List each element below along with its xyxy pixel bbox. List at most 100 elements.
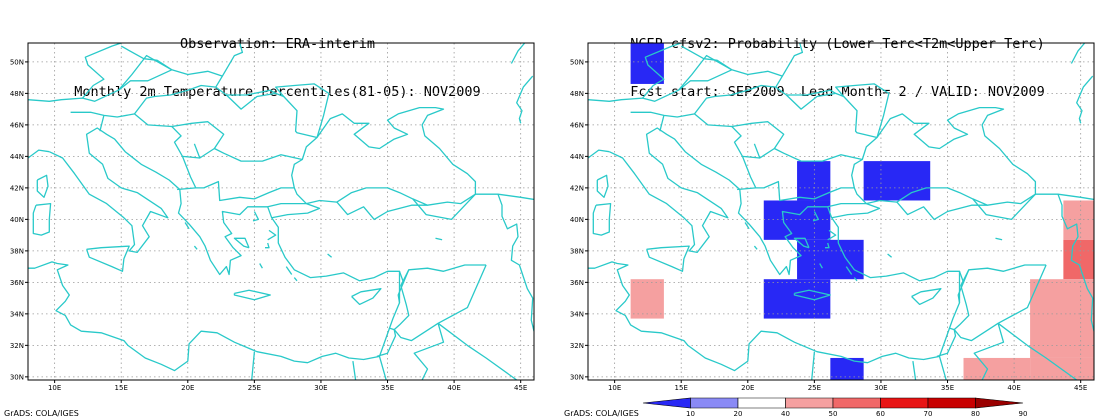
lat-tick-label-50: 50N xyxy=(570,58,584,66)
colorbar-segment-5 xyxy=(880,397,929,409)
coastline-7 xyxy=(267,202,321,219)
left-map-area xyxy=(28,43,534,380)
coastline-21 xyxy=(28,69,224,102)
coastline-16 xyxy=(182,147,303,162)
right-panel-title: NCEP cfsv2: Probability (Lower Terc<T2m<… xyxy=(580,4,1095,116)
lon-tick-label-25: 25E xyxy=(808,384,821,392)
coastline-0 xyxy=(28,127,401,372)
coastline-22 xyxy=(781,43,804,77)
lat-tick-label-40: 40N xyxy=(10,216,24,224)
coastline-12 xyxy=(1102,98,1120,268)
lon-tick-label-20: 20E xyxy=(741,384,754,392)
coastline-24 xyxy=(678,54,733,91)
lon-tick-label-15: 15E xyxy=(675,384,688,392)
lon-tick-label-35: 35E xyxy=(941,384,954,392)
coastline-26 xyxy=(896,201,988,221)
coastline-16 xyxy=(742,147,863,162)
lat-tick-label-40: 40N xyxy=(570,216,584,224)
lat-tick-label-36: 36N xyxy=(10,279,24,287)
lat-tick-label-50: 50N xyxy=(10,58,24,66)
lat-tick-label-48: 48N xyxy=(570,90,584,98)
coastline-31 xyxy=(997,322,1078,380)
coastline-42 xyxy=(827,229,837,241)
lon-tick-label-25: 25E xyxy=(248,384,261,392)
coastline-14 xyxy=(516,75,534,124)
coastline-5 xyxy=(793,289,831,301)
colorbar-label-20: 20 xyxy=(734,410,743,418)
right-title-line-2: Fcst start: SEP2009 Lead Month= 2 / VALI… xyxy=(630,84,1045,100)
coastline-20 xyxy=(835,83,890,138)
coastline-19 xyxy=(785,92,836,110)
lon-tick-label-15: 15E xyxy=(115,384,128,392)
left-footer: GrADS: COLA/IGES xyxy=(4,409,79,418)
coastline-11 xyxy=(912,361,917,380)
coastline-17 xyxy=(171,121,225,149)
coastline-33 xyxy=(393,264,487,342)
probability-cell-5 xyxy=(763,279,831,319)
coastline-14 xyxy=(1076,75,1094,124)
colorbar-label-80: 80 xyxy=(971,410,980,418)
coastline-41 xyxy=(812,211,820,222)
coastline-34 xyxy=(953,269,970,331)
coastline-32 xyxy=(973,323,1005,380)
coastline-29 xyxy=(1057,193,1094,332)
left-title-line-2: Monthly 2m Temperature Percentiles(81-05… xyxy=(74,84,481,100)
coastline-8 xyxy=(291,106,477,206)
right-map-panel: 10E 15E 20E 25E 30E 35E 40E 45E 30N 32N 34N 36N 38N 4… xyxy=(570,42,1120,418)
lat-tick-label-46: 46N xyxy=(570,121,584,129)
coastline-18 xyxy=(693,84,878,139)
coastline-13 xyxy=(510,43,526,64)
lat-tick-label-32: 32N xyxy=(570,342,584,350)
colorbar-label-10: 10 xyxy=(686,410,695,418)
lon-tick-label-45: 45E xyxy=(514,384,527,392)
colorbar-segment-6 xyxy=(927,397,976,409)
coastline-24 xyxy=(118,54,173,91)
coastline-8 xyxy=(851,106,1037,206)
probability-cell-6 xyxy=(830,357,864,380)
coastline-2 xyxy=(32,202,52,236)
lat-tick-label-48: 48N xyxy=(10,90,24,98)
coastline-26 xyxy=(336,201,428,221)
coastline-45 xyxy=(184,222,190,230)
coastline-22 xyxy=(221,43,244,77)
lat-tick-label-30: 30N xyxy=(570,373,584,381)
lon-tick-label-30: 30E xyxy=(874,384,887,392)
lat-tick-label-42: 42N xyxy=(10,184,24,192)
colorbar-segment-3 xyxy=(785,397,834,409)
colorbar-label-60: 60 xyxy=(876,410,885,418)
probability-cell-9 xyxy=(1063,239,1094,280)
probability-cell-11 xyxy=(963,357,1031,380)
coastline-21 xyxy=(588,69,784,102)
coastline-23 xyxy=(82,43,122,99)
coastline-40 xyxy=(99,115,105,132)
lat-tick-label-46: 46N xyxy=(10,121,24,129)
coastline-30 xyxy=(402,264,487,283)
lat-tick-label-34: 34N xyxy=(570,310,584,318)
left-title-line-1: Observation: ERA-interim xyxy=(179,36,376,52)
coastline-47 xyxy=(285,266,293,275)
coastline-38 xyxy=(193,143,201,159)
coastline-4 xyxy=(85,245,130,272)
coastline-51 xyxy=(887,253,893,258)
coastline-10 xyxy=(378,356,387,380)
right-map-area xyxy=(588,43,1120,380)
coastline-1 xyxy=(28,149,50,159)
probability-cell-8 xyxy=(1063,200,1094,240)
coastline-28 xyxy=(1035,193,1094,201)
coastline-11 xyxy=(352,361,357,380)
coastline-48 xyxy=(819,263,823,269)
lon-tick-label-45: 45E xyxy=(1074,384,1087,392)
coastline-36 xyxy=(936,329,957,358)
coastline-3 xyxy=(36,174,49,198)
probability-cell-7 xyxy=(630,279,664,319)
probability-cell-2 xyxy=(863,161,931,201)
coastline-3 xyxy=(596,174,609,198)
coastline-44 xyxy=(793,237,810,249)
coastline-27 xyxy=(972,193,1036,221)
coastline-7 xyxy=(827,202,881,219)
left-map-panel: 10E 15E 20E 25E 30E 35E 40E 45E 30N 32N 34N 36N 38N 4… xyxy=(10,42,535,392)
coastline-41 xyxy=(252,211,260,222)
coastline-46 xyxy=(753,245,758,250)
coastline-13 xyxy=(1070,43,1086,64)
coastline-47 xyxy=(845,266,853,275)
